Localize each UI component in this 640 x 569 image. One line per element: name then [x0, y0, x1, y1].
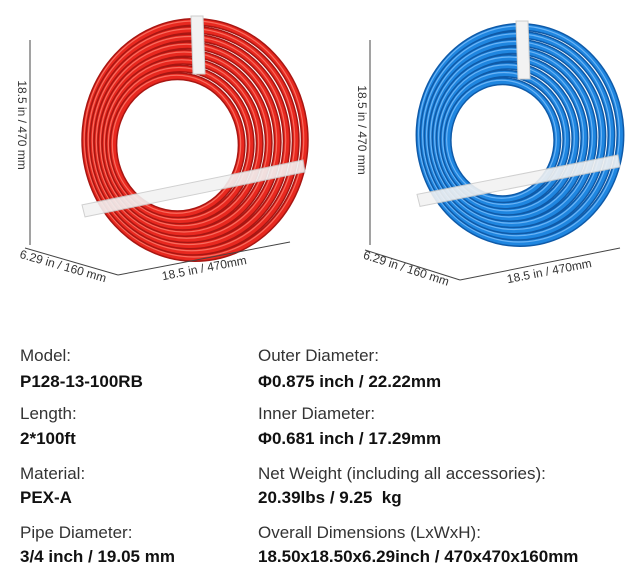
depth-label: 6.29 in / 160 mm — [18, 247, 108, 285]
coil-part — [94, 42, 281, 242]
coil-part — [98, 50, 272, 236]
coil-part — [95, 43, 278, 239]
spec-label: Pipe Diameter: — [20, 523, 133, 542]
spec-label: Material: — [20, 464, 86, 483]
coil-part — [106, 66, 254, 223]
spec-value: 3/4 inch / 19.05 mm — [20, 547, 175, 566]
coil-part — [515, 20, 531, 80]
coil-part — [438, 64, 575, 212]
coil-part — [111, 74, 242, 214]
spec-label: Inner Diameter: — [258, 404, 376, 423]
height-label: 18.5 in / 470 mm — [355, 85, 369, 174]
coil-part — [90, 35, 290, 248]
product-images: 18.5 in / 470 mm 6.29 in / 160 mm 18.5 i… — [15, 15, 625, 289]
coil-part — [425, 40, 603, 231]
spec-label: Net Weight (including all accessories): — [258, 464, 546, 483]
coil-part — [437, 63, 578, 215]
red-coil — [81, 15, 309, 262]
width-label: 18.5 in / 470mm — [506, 256, 593, 286]
coil-part — [91, 35, 287, 246]
coil-part — [103, 59, 260, 227]
spec-label: Length: — [20, 404, 77, 423]
coil-part — [99, 51, 269, 233]
spec-label: Outer Diameter: — [258, 346, 379, 365]
coil-part — [433, 55, 587, 221]
coil-part — [110, 73, 245, 217]
spec-value: 2*100ft — [20, 429, 76, 448]
coil-part — [446, 79, 557, 199]
coil-part — [429, 48, 594, 224]
coil-part — [190, 15, 206, 75]
spec-label: Model: — [20, 346, 72, 365]
spec-value: PEX-A — [20, 488, 72, 507]
spec-value: 18.50x18.50x6.29inch / 470x470x160mm — [258, 547, 579, 566]
coil-part — [107, 66, 251, 221]
coil-part — [445, 78, 560, 202]
coil-part — [102, 58, 263, 230]
dimension-lines — [24, 40, 621, 281]
coil-part — [416, 154, 621, 207]
height-label: 18.5 in / 470 mm — [15, 80, 29, 169]
spec-label: Overall Dimensions (LxWxH): — [258, 523, 481, 542]
coil-part — [429, 47, 596, 227]
blue-coil — [415, 20, 625, 247]
spec-value: 20.39lbs / 9.25 kg — [258, 488, 402, 507]
coil-part — [441, 71, 569, 208]
spec-value: P128-13-100RB — [20, 372, 143, 391]
coil-part — [434, 56, 585, 218]
spec-value: Φ0.681 inch / 17.29mm — [258, 429, 442, 448]
spec-value: Φ0.875 inch / 22.22mm — [258, 372, 442, 391]
depth-label: 6.29 in / 160 mm — [362, 248, 451, 289]
coil-part — [425, 40, 605, 233]
coil-part — [442, 71, 566, 206]
coil-part — [81, 159, 306, 218]
